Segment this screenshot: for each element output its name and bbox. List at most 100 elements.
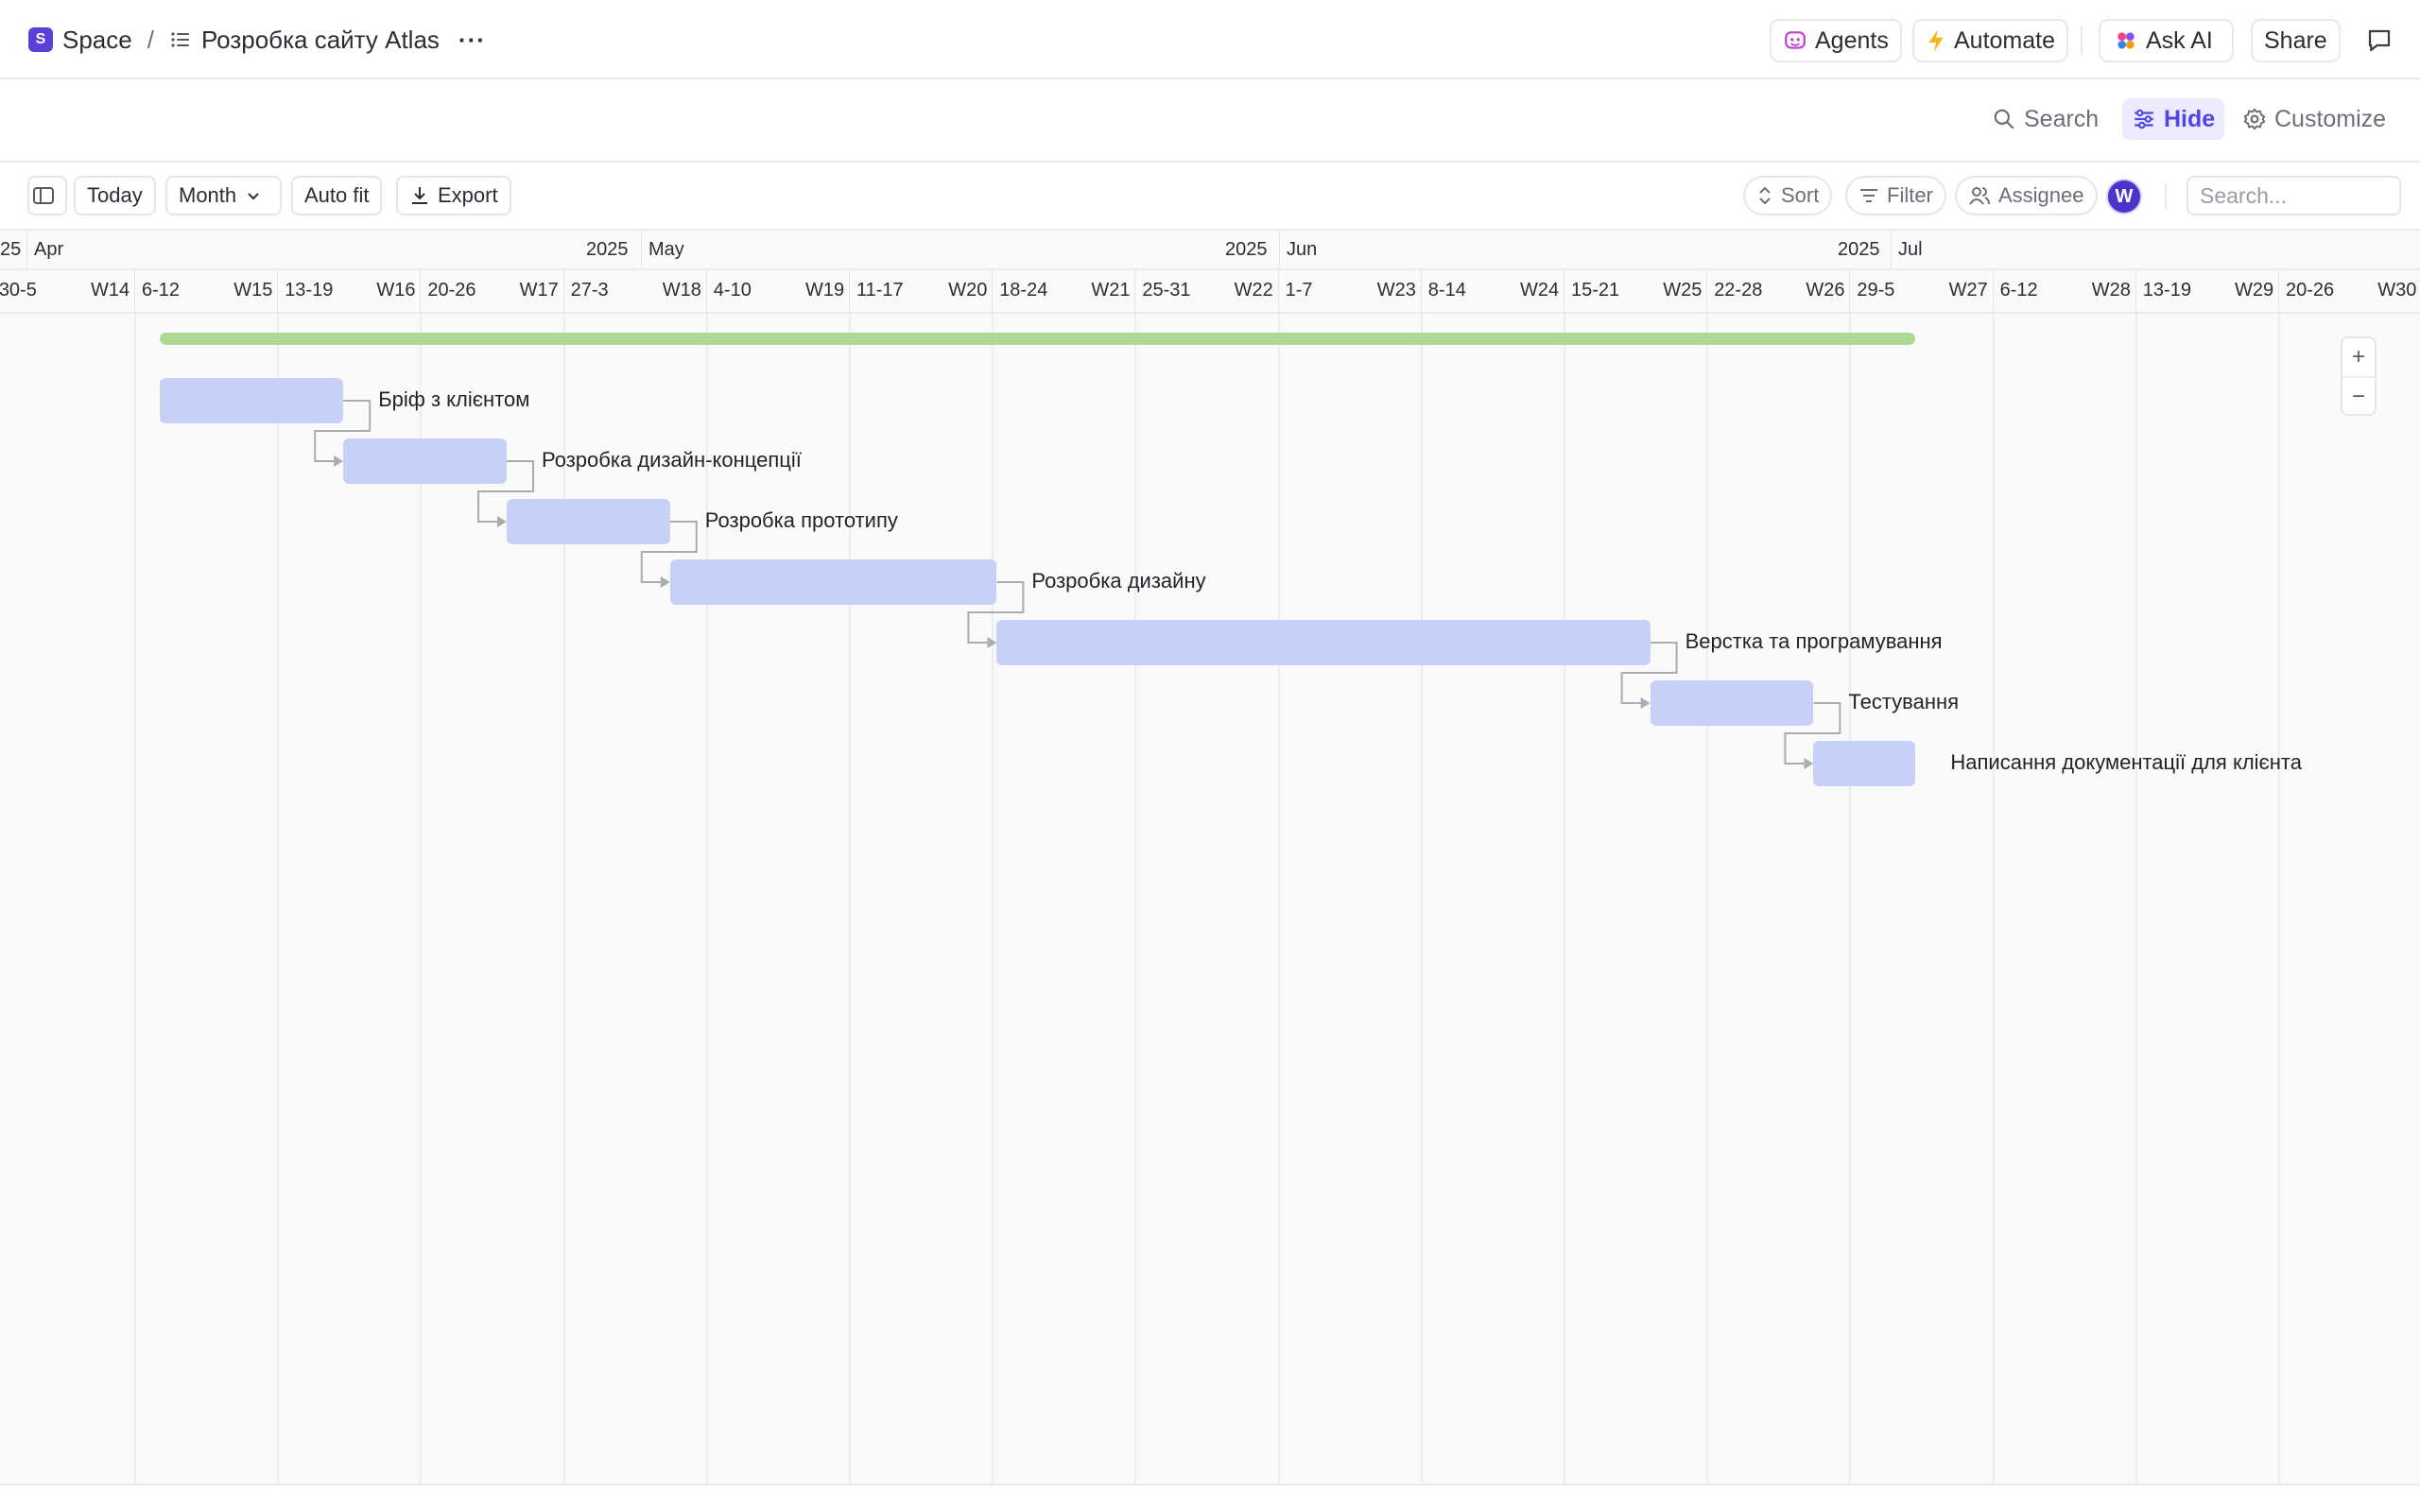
project-progress-bar[interactable] xyxy=(159,333,1916,345)
search-label: Search xyxy=(2024,105,2100,132)
task-bar[interactable] xyxy=(669,559,997,605)
horizontal-scrollbar[interactable] xyxy=(0,1484,2420,1512)
task-label[interactable]: Розробка прототипу xyxy=(704,508,898,532)
month-label: Jul xyxy=(1898,239,1923,260)
divider xyxy=(2165,183,2167,210)
share-button[interactable]: Share xyxy=(2251,19,2341,62)
week-range-label: 13-19 xyxy=(2142,280,2191,301)
week-number-label: W17 xyxy=(519,280,559,301)
breadcrumb: S Space / Розробка сайту Atlas ··· xyxy=(28,21,486,59)
more-options-button[interactable]: ··· xyxy=(458,25,486,54)
gantt-chart-area[interactable]: Бріф з клієнтом Розробка дизайн-концепції… xyxy=(0,314,2420,1484)
comment-icon[interactable] xyxy=(2365,26,2394,60)
ai-sparkle-icon xyxy=(2114,28,2146,53)
task-bar[interactable] xyxy=(159,378,344,423)
task-label[interactable]: Розробка дизайн-концепції xyxy=(542,448,802,472)
year-label: 2025 xyxy=(586,239,629,260)
grid-line xyxy=(134,314,136,1484)
auto-fit-button[interactable]: Auto fit xyxy=(291,176,383,215)
week-number-label: W18 xyxy=(662,280,701,301)
sort-button[interactable]: Sort xyxy=(1743,176,1833,215)
grid-line xyxy=(849,314,851,1484)
zoom-out-button[interactable]: − xyxy=(2351,384,2365,409)
task-label[interactable]: Тестування xyxy=(1848,690,1960,713)
breadcrumb-space[interactable]: Space xyxy=(62,25,132,54)
customize-button[interactable]: Customize xyxy=(2233,98,2395,140)
task-label[interactable]: Верстка та програмування xyxy=(1685,629,1943,653)
week-range-label: 22-28 xyxy=(1714,280,1763,301)
week-number-label: W19 xyxy=(805,280,845,301)
week-number-label: W27 xyxy=(1948,280,1988,301)
search-icon xyxy=(1992,107,2024,131)
task-label[interactable]: Бріф з клієнтом xyxy=(378,387,530,411)
grid-line xyxy=(420,314,423,1484)
week-range-label: 15-21 xyxy=(1571,280,1620,301)
grid-line xyxy=(1849,314,1852,1484)
dependency-arrow-icon xyxy=(497,516,507,527)
search-button[interactable]: Search xyxy=(1982,98,2108,140)
week-number-label: W23 xyxy=(1376,280,1416,301)
sidebar-toggle-button[interactable] xyxy=(27,176,67,215)
week-range-label: 6-12 xyxy=(1999,280,2038,301)
month-divider xyxy=(641,231,642,270)
hide-button[interactable]: Hide xyxy=(2122,98,2225,140)
zoom-in-button[interactable]: + xyxy=(2342,338,2375,378)
assignee-label: Assignee xyxy=(1998,183,2084,207)
grid-line xyxy=(705,314,708,1484)
agents-button[interactable]: Agents xyxy=(1770,19,1902,62)
week-divider xyxy=(1420,270,1422,314)
automate-button[interactable]: Automate xyxy=(1912,19,2069,62)
sort-label: Sort xyxy=(1781,183,1820,207)
week-number-label: W26 xyxy=(1806,280,1845,301)
week-range-label: 1-7 xyxy=(1285,280,1313,301)
week-range-label: 11-17 xyxy=(856,280,904,301)
ask-ai-label: Ask AI xyxy=(2146,26,2213,54)
grid-line xyxy=(1706,314,1709,1484)
search-placeholder: Search... xyxy=(2200,182,2288,208)
task-bar[interactable] xyxy=(1813,741,1916,786)
filter-label: Filter xyxy=(1887,183,1933,207)
task-bar[interactable] xyxy=(507,499,670,544)
search-input[interactable]: Search... xyxy=(2187,176,2401,215)
week-divider xyxy=(1134,270,1136,314)
filter-button[interactable]: Filter xyxy=(1845,176,1946,215)
week-number-label: W25 xyxy=(1663,280,1703,301)
week-number-label: W14 xyxy=(91,280,130,301)
grid-line xyxy=(1277,314,1280,1484)
week-number-label: W21 xyxy=(1091,280,1131,301)
ask-ai-button[interactable]: Ask AI xyxy=(2099,19,2234,62)
week-number-label: W16 xyxy=(376,280,416,301)
export-button[interactable]: Export xyxy=(396,176,511,215)
week-range-label: 27-3 xyxy=(570,280,609,301)
week-divider xyxy=(277,270,279,314)
export-label: Export xyxy=(438,183,498,207)
assignee-button[interactable]: Assignee xyxy=(1955,176,2098,215)
today-button[interactable]: Today xyxy=(74,176,156,215)
people-icon xyxy=(1968,185,1998,206)
week-range-label: 13-19 xyxy=(285,280,334,301)
dependency-arrow-icon xyxy=(334,455,344,467)
week-divider xyxy=(134,270,135,314)
week-range-label: 18-24 xyxy=(999,280,1048,301)
grid-line xyxy=(562,314,565,1484)
breadcrumb-list[interactable]: Розробка сайту Atlas xyxy=(200,25,440,54)
avatar[interactable]: W xyxy=(2106,179,2142,215)
month-label: Month xyxy=(179,183,237,207)
task-bar[interactable] xyxy=(1650,680,1814,726)
space-icon: S xyxy=(28,27,53,52)
task-bar[interactable] xyxy=(343,438,507,484)
task-bar[interactable] xyxy=(996,620,1651,665)
week-range-label: 6-12 xyxy=(142,280,181,301)
task-label[interactable]: Написання документації для клієнта xyxy=(1950,750,2302,774)
week-range-label: 8-14 xyxy=(1427,280,1466,301)
task-label[interactable]: Розробка дизайну xyxy=(1031,569,1206,593)
grid-line xyxy=(277,314,280,1484)
divider xyxy=(2081,26,2083,55)
hide-label: Hide xyxy=(2164,105,2216,132)
month-dropdown[interactable]: Month xyxy=(165,176,283,215)
agents-icon xyxy=(1783,28,1815,53)
month-row: 25 Apr 2025 May 2025 Jun 2025 Jul xyxy=(0,231,2420,270)
week-number-label: W22 xyxy=(1234,280,1273,301)
week-range-label: 30-5 xyxy=(0,280,37,301)
timeline-header: 25 Apr 2025 May 2025 Jun 2025 Jul 30-5 W14 6-12 W1… xyxy=(0,231,2420,314)
